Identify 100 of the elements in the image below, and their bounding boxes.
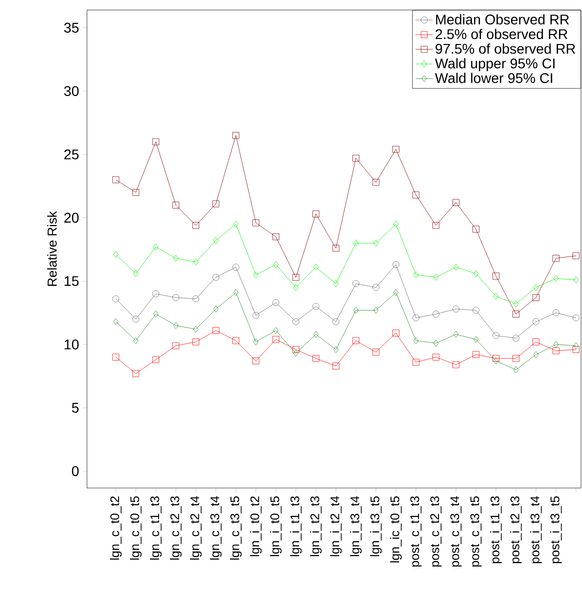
x-tick-label: lgn_c_t3_t4	[210, 496, 222, 560]
point	[253, 271, 258, 278]
point	[513, 300, 519, 308]
point	[313, 330, 318, 338]
x-tick-label: post_i_t1_t3	[490, 496, 502, 564]
point	[312, 210, 320, 218]
point	[393, 289, 399, 296]
y-tick-label: 10	[64, 339, 79, 350]
point	[553, 275, 559, 282]
point	[433, 274, 439, 281]
point	[472, 306, 480, 314]
point	[572, 252, 580, 260]
point	[153, 244, 158, 250]
point	[493, 292, 499, 300]
point	[473, 270, 479, 277]
x-tick-label: lgn_c_t3_t5	[230, 496, 242, 560]
point	[293, 350, 298, 357]
point	[112, 176, 120, 184]
point	[352, 337, 360, 344]
point	[392, 330, 400, 336]
point	[492, 272, 500, 280]
point	[352, 280, 360, 288]
point	[533, 284, 539, 291]
point	[172, 294, 180, 301]
point	[212, 200, 220, 208]
point	[313, 264, 318, 271]
point	[552, 309, 560, 316]
legend-label: Wald lower 95% CI	[435, 72, 552, 84]
x-tick-label: lgn_c_t1_t3	[150, 496, 162, 560]
point	[272, 299, 280, 306]
point	[293, 284, 298, 291]
point	[452, 306, 460, 312]
y-axis-title: Relative Risk	[47, 211, 57, 286]
x-tick-label: lgn_c_t0_t2	[110, 496, 122, 560]
point	[213, 306, 218, 312]
point	[412, 192, 420, 198]
point	[393, 220, 399, 228]
y-tick-label: 0	[72, 466, 79, 476]
point	[252, 312, 260, 319]
point	[512, 354, 520, 362]
point	[112, 354, 120, 361]
point	[113, 251, 118, 258]
point	[332, 318, 340, 326]
point	[253, 338, 258, 346]
x-tick-label: lgn_i_t2_t4	[330, 496, 342, 556]
point	[252, 219, 260, 226]
point	[232, 337, 240, 344]
point	[292, 346, 300, 353]
point	[373, 240, 379, 247]
point	[432, 310, 440, 318]
point	[412, 358, 420, 366]
x-tick-label: lgn_i_t0_t2	[250, 496, 262, 556]
point	[292, 274, 300, 281]
legend-label: 97.5% of observed RR	[436, 43, 576, 54]
point	[572, 346, 580, 353]
point	[453, 330, 459, 338]
point	[432, 354, 440, 361]
point	[493, 358, 499, 364]
point	[312, 354, 320, 362]
y-tick-label: 30	[64, 86, 79, 96]
point	[312, 303, 320, 310]
point	[552, 254, 560, 262]
point	[173, 254, 178, 262]
x-tick-label: post_c_t1_t3	[410, 496, 422, 567]
x-tick-label: post_i_t3_t5	[550, 496, 562, 564]
point	[412, 314, 420, 322]
point	[453, 264, 459, 271]
point	[413, 271, 419, 278]
point	[212, 274, 220, 281]
point	[273, 327, 278, 334]
point	[193, 326, 198, 333]
point	[512, 334, 520, 342]
point	[372, 178, 380, 186]
point	[533, 351, 539, 358]
y-tick-label: 15	[64, 276, 79, 286]
point	[232, 132, 240, 139]
point	[272, 336, 280, 343]
point	[192, 222, 200, 229]
point	[273, 261, 278, 268]
x-tick-label: post_i_t3_t4	[530, 496, 542, 564]
x-tick-label: lgn_ic_t0_t5	[390, 496, 402, 562]
point	[152, 356, 160, 364]
point	[272, 233, 280, 240]
y-tick-label: 20	[64, 212, 79, 223]
point	[333, 280, 338, 288]
point	[233, 220, 238, 228]
point	[492, 354, 500, 362]
point	[212, 327, 220, 334]
point	[373, 306, 379, 314]
point	[352, 154, 360, 162]
point	[172, 342, 180, 350]
point	[372, 284, 380, 291]
y-tick-label: 35	[64, 22, 79, 33]
x-tick-label: lgn_i_t1_t3	[290, 496, 302, 556]
x-tick-label: post_c_t2_t3	[430, 496, 442, 567]
x-tick-label: lgn_i_t0_t5	[270, 496, 282, 556]
point	[152, 290, 160, 298]
point	[152, 138, 160, 146]
point	[192, 338, 200, 346]
point	[372, 348, 380, 356]
